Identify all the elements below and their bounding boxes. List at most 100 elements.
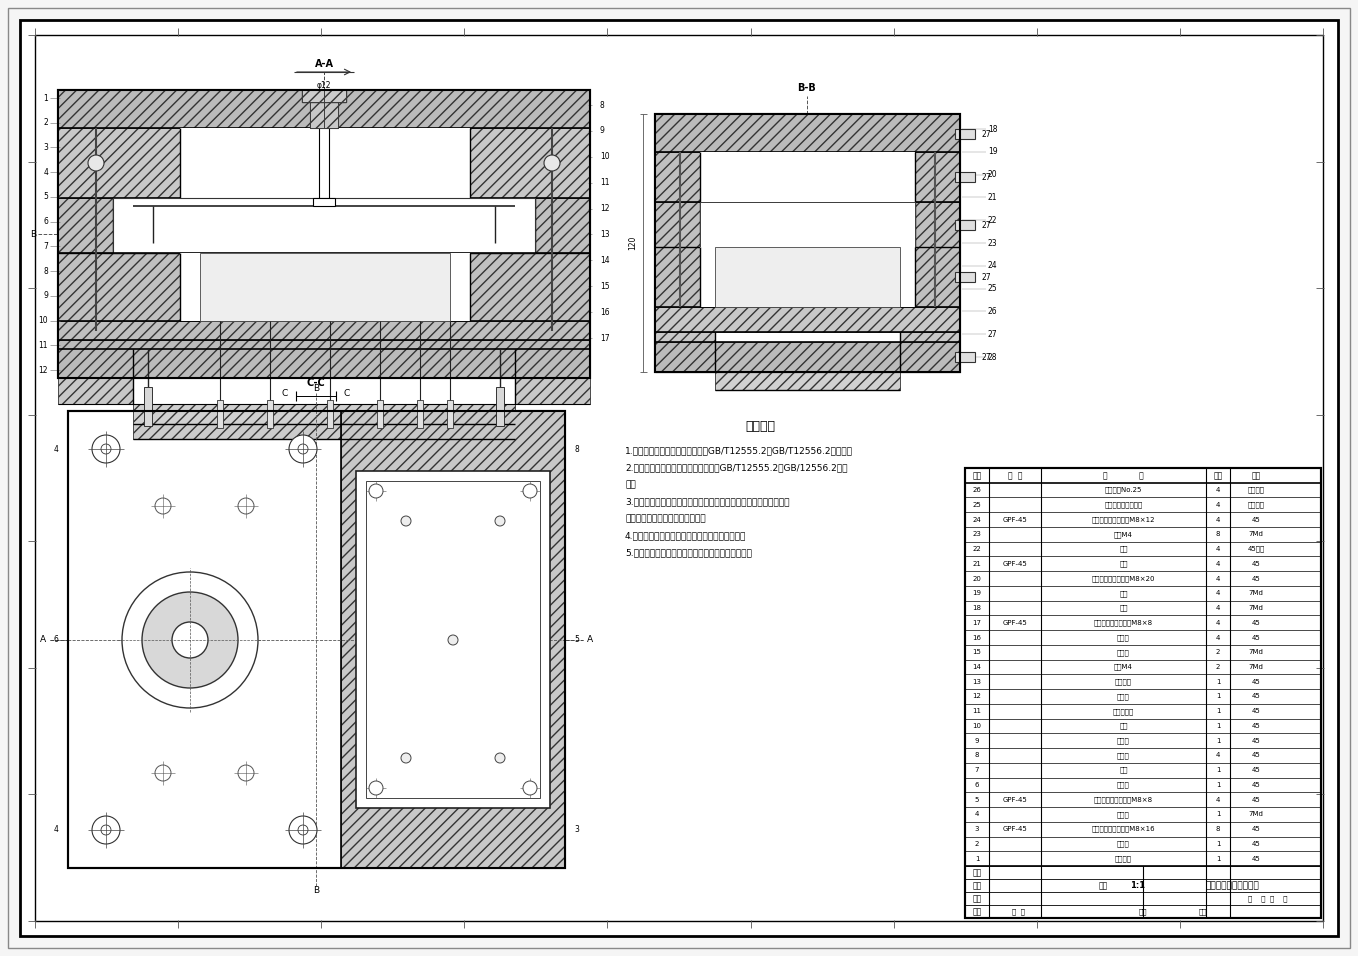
- Text: 14: 14: [972, 664, 982, 670]
- Text: 21: 21: [972, 561, 982, 567]
- Text: 制图: 制图: [972, 881, 982, 890]
- Text: 比例: 比例: [1099, 881, 1108, 890]
- Text: 小流道板: 小流道板: [1115, 679, 1133, 685]
- Text: GPF-45: GPF-45: [1002, 796, 1028, 803]
- Circle shape: [448, 635, 458, 645]
- Text: 4: 4: [1215, 619, 1221, 626]
- Text: 期限钉盖: 期限钉盖: [1248, 487, 1264, 493]
- Text: 审核: 审核: [972, 895, 982, 903]
- Text: 8: 8: [574, 445, 580, 453]
- Text: 20: 20: [989, 170, 998, 179]
- Bar: [515, 349, 589, 404]
- Text: 9: 9: [600, 126, 604, 136]
- Text: 26: 26: [972, 488, 982, 493]
- Text: 45: 45: [1252, 576, 1260, 581]
- Text: 4: 4: [1215, 546, 1221, 552]
- Text: 1: 1: [1215, 708, 1221, 714]
- Bar: [655, 152, 960, 202]
- Text: A: A: [39, 636, 46, 644]
- Text: 内六角蛺钉是头螺丁M8×16: 内六角蛺钉是头螺丁M8×16: [1092, 826, 1156, 833]
- Bar: [699, 202, 915, 247]
- Text: 19: 19: [972, 590, 982, 597]
- Text: 2.导柱、导套对定模安装面的垂直度按GB/T12555.2和GB/12556.2的规: 2.导柱、导套对定模安装面的垂直度按GB/T12555.2和GB/12556.2…: [625, 463, 847, 472]
- Circle shape: [155, 498, 171, 514]
- Bar: [955, 220, 975, 230]
- Text: 28: 28: [989, 353, 998, 361]
- Text: 内六角蛺钉是头螺丁: 内六角蛺钉是头螺丁: [1104, 502, 1142, 509]
- Text: 23: 23: [989, 238, 998, 248]
- Text: 18: 18: [972, 605, 982, 611]
- Text: 17: 17: [600, 334, 610, 342]
- Bar: [58, 349, 133, 404]
- Circle shape: [369, 484, 383, 498]
- Text: 1: 1: [975, 856, 979, 861]
- Text: 45: 45: [1252, 679, 1260, 684]
- Text: 8: 8: [600, 100, 604, 110]
- Bar: [325, 90, 346, 102]
- Text: 45: 45: [1252, 841, 1260, 847]
- Bar: [655, 114, 960, 152]
- Circle shape: [289, 816, 316, 844]
- Text: 12: 12: [972, 693, 982, 700]
- Text: 1: 1: [1215, 723, 1221, 729]
- Bar: [966, 468, 1321, 918]
- Bar: [955, 272, 975, 282]
- Text: 45: 45: [1252, 752, 1260, 758]
- Text: 5: 5: [975, 796, 979, 803]
- Text: 8: 8: [1215, 826, 1221, 832]
- Bar: [535, 198, 589, 253]
- Text: 11: 11: [600, 178, 610, 187]
- Bar: [955, 352, 975, 362]
- Text: 45: 45: [1252, 561, 1260, 567]
- Bar: [655, 307, 960, 332]
- Text: 定；: 定；: [625, 480, 636, 489]
- Bar: [655, 247, 960, 307]
- Bar: [655, 114, 960, 372]
- Text: 45: 45: [1252, 782, 1260, 788]
- Text: 24: 24: [972, 516, 982, 523]
- Text: 名  称: 名 称: [1012, 909, 1025, 915]
- Bar: [655, 202, 699, 247]
- Text: 水口: 水口: [1119, 560, 1127, 567]
- Text: 7Md: 7Md: [1248, 590, 1263, 597]
- Text: 20: 20: [972, 576, 982, 581]
- Circle shape: [238, 498, 254, 514]
- Bar: [699, 247, 915, 307]
- Text: φ12: φ12: [316, 80, 331, 90]
- Bar: [200, 253, 449, 321]
- Text: 尾柄: 尾柄: [1119, 546, 1127, 553]
- Text: 弹坤M4: 弹坤M4: [1114, 663, 1133, 670]
- Text: 1: 1: [1215, 767, 1221, 773]
- Text: 定位杆: 定位杆: [1118, 752, 1130, 759]
- Circle shape: [523, 781, 536, 795]
- Bar: [268, 400, 273, 428]
- Bar: [144, 387, 152, 426]
- Text: 23: 23: [972, 532, 982, 537]
- Text: 15: 15: [600, 282, 610, 291]
- Text: 10: 10: [972, 723, 982, 729]
- Text: 技术要求: 技术要求: [746, 420, 775, 432]
- Text: 27: 27: [989, 330, 998, 338]
- Bar: [181, 253, 470, 321]
- Text: 3.模具所有活动部分应保证位置准确，动作可靠，不得有歪斜和卡滞: 3.模具所有活动部分应保证位置准确，动作可靠，不得有歪斜和卡滞: [625, 497, 789, 506]
- Text: 4: 4: [1215, 561, 1221, 567]
- Text: 4: 4: [1215, 502, 1221, 508]
- Circle shape: [369, 781, 383, 795]
- Text: 期限钉盖: 期限钉盖: [1248, 502, 1264, 509]
- Text: 5.装配后进行试模验收，脱模机构不得有干涉现象。: 5.装配后进行试模验收，脱模机构不得有干涉现象。: [625, 548, 752, 557]
- Text: 比例: 比例: [1139, 909, 1148, 915]
- Text: 6: 6: [43, 217, 48, 227]
- Text: 8: 8: [43, 267, 48, 275]
- Text: 11: 11: [972, 708, 982, 714]
- Text: 4: 4: [1215, 590, 1221, 597]
- Text: 7Md: 7Md: [1248, 532, 1263, 537]
- Text: 6: 6: [53, 636, 58, 644]
- Circle shape: [289, 435, 316, 463]
- Bar: [447, 400, 454, 428]
- Text: 材料: 材料: [1251, 471, 1260, 480]
- Text: 7Md: 7Md: [1248, 649, 1263, 655]
- Text: 7Md: 7Md: [1248, 605, 1263, 611]
- Text: 22: 22: [972, 546, 982, 552]
- Text: 1: 1: [1215, 812, 1221, 817]
- Bar: [417, 400, 422, 428]
